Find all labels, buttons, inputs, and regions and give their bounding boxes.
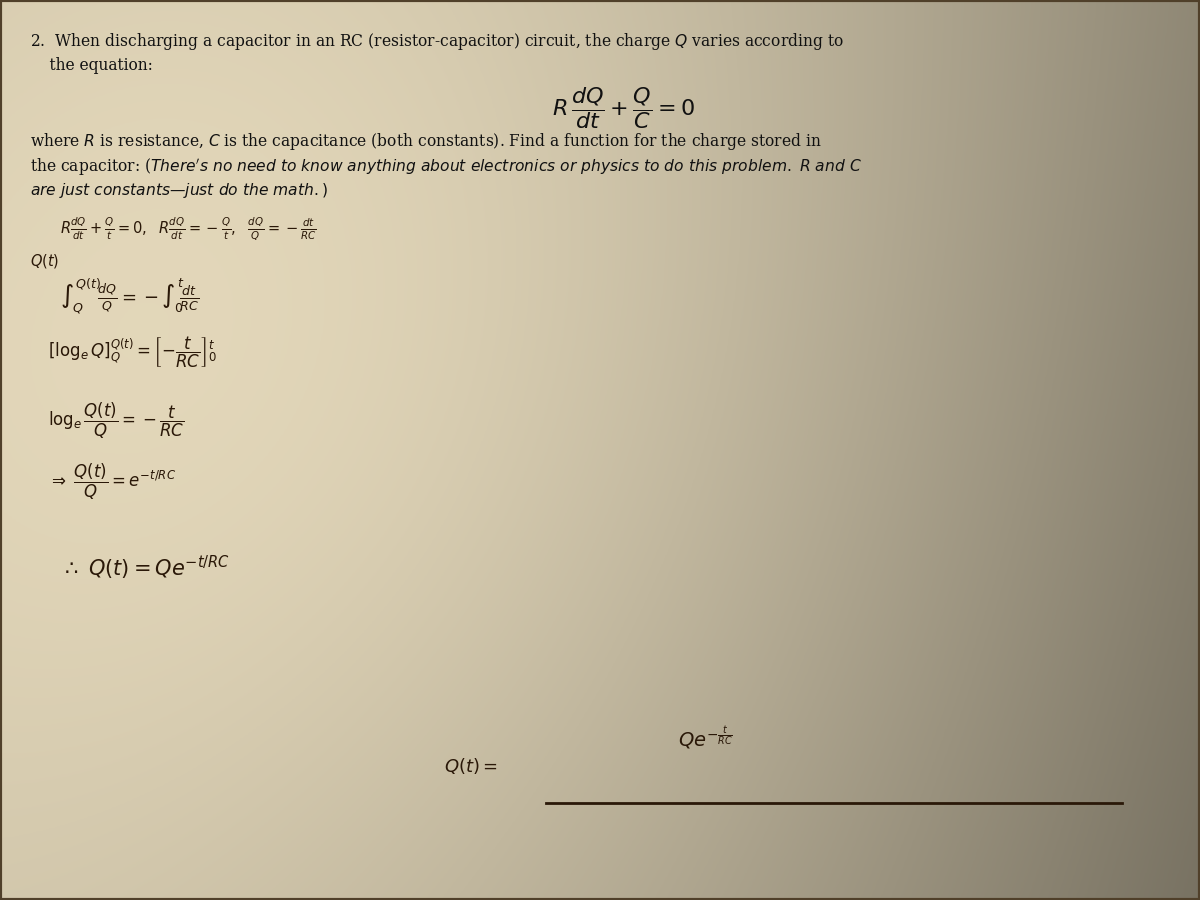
Text: $\therefore\ Q(t) = Qe^{-t/RC}$: $\therefore\ Q(t) = Qe^{-t/RC}$ [60, 554, 230, 581]
Text: $\Rightarrow\ \dfrac{Q(t)}{Q} = e^{-t/RC}$: $\Rightarrow\ \dfrac{Q(t)}{Q} = e^{-t/RC… [48, 462, 176, 502]
Text: 2.  When discharging a capacitor in an RC (resistor-capacitor) circuit, the char: 2. When discharging a capacitor in an RC… [30, 32, 844, 52]
Text: $\left[\log_e Q\right]_{Q}^{Q(t)} = \left[-\dfrac{t}{RC}\right]_{0}^{t}$: $\left[\log_e Q\right]_{Q}^{Q(t)} = \lef… [48, 335, 217, 370]
Text: $\it{are\ just\ constants}$—$\it{just\ do\ the\ math.)}$: $\it{are\ just\ constants}$—$\it{just\ d… [30, 181, 328, 200]
Text: $Qe^{-\frac{t}{RC}}$: $Qe^{-\frac{t}{RC}}$ [678, 724, 733, 752]
Text: $R\,\dfrac{dQ}{dt} + \dfrac{Q}{C} = 0$: $R\,\dfrac{dQ}{dt} + \dfrac{Q}{C} = 0$ [552, 86, 696, 131]
Text: where $R$ is resistance, $C$ is the capacitance (both constants). Find a functio: where $R$ is resistance, $C$ is the capa… [30, 130, 822, 151]
Text: $R\frac{dQ}{dt} + \frac{Q}{t} = 0$$,\ \ R\frac{dQ}{dt} = -\frac{Q}{t}$$,\ \ \fra: $R\frac{dQ}{dt} + \frac{Q}{t} = 0$$,\ \ … [60, 216, 317, 243]
Text: $Q(t) =$: $Q(t) =$ [444, 756, 498, 776]
Text: $\int_{Q}^{Q(t)}\! \frac{dQ}{Q} = -\int_{0}^{t}\! \frac{dt}{RC}$: $\int_{Q}^{Q(t)}\! \frac{dQ}{Q} = -\int_… [60, 276, 199, 316]
Text: the capacitor: ($\it{There's\ no\ need\ to\ know\ anything\ about\ electronics\ : the capacitor: ($\it{There's\ no\ need\ … [30, 156, 862, 176]
Text: the equation:: the equation: [30, 57, 152, 74]
Text: $\log_e \dfrac{Q(t)}{Q} = -\dfrac{t}{RC}$: $\log_e \dfrac{Q(t)}{Q} = -\dfrac{t}{RC}… [48, 400, 185, 441]
Text: $Q(t)$: $Q(t)$ [30, 252, 59, 270]
